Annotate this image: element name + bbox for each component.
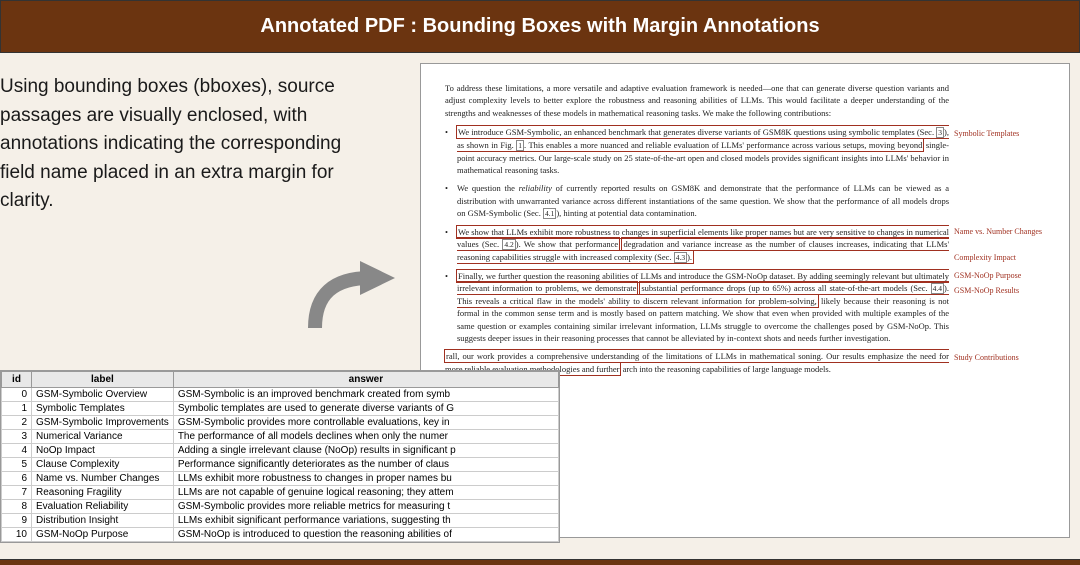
table-cell: 9 [2, 514, 32, 528]
header-title: Annotated PDF : Bounding Boxes with Marg… [260, 15, 819, 37]
data-table: id label answer 0GSM-Symbolic OverviewGS… [0, 370, 560, 543]
col-answer: answer [173, 372, 558, 388]
table-cell: Symbolic Templates [32, 402, 174, 416]
bullet-1: • Symbolic Templates We introduce GSM-Sy… [445, 126, 949, 176]
table-row: 7Reasoning FragilityLLMs are not capable… [2, 486, 559, 500]
table-cell: GSM-Symbolic Overview [32, 388, 174, 402]
table-cell: Symbolic templates are used to generate … [173, 402, 558, 416]
bullet-2: • We question the reliability of current… [445, 182, 949, 220]
margin-note-4: GSM-NoOp Purpose [954, 270, 1064, 282]
table-cell: 10 [2, 528, 32, 542]
table-cell: Reasoning Fragility [32, 486, 174, 500]
table-row: 3Numerical VarianceThe performance of al… [2, 430, 559, 444]
footer-bar [0, 559, 1080, 565]
bullet-4-text: GSM-NoOp Purpose GSM-NoOp Results Finall… [457, 270, 949, 344]
margin-note-6: Study Contributions [954, 352, 1064, 364]
table-header-row: id label answer [2, 372, 559, 388]
table-cell: 7 [2, 486, 32, 500]
description-text: Using bounding boxes (bboxes), source pa… [0, 73, 400, 216]
table-cell: GSM-Symbolic provides more reliable metr… [173, 500, 558, 514]
table-cell: GSM-Symbolic Improvements [32, 416, 174, 430]
table-cell: 4 [2, 444, 32, 458]
table-cell: Performance significantly deteriorates a… [173, 458, 558, 472]
table-cell: 6 [2, 472, 32, 486]
table-cell: GSM-Symbolic provides more controllable … [173, 416, 558, 430]
col-id: id [2, 372, 32, 388]
table-row: 9Distribution InsightLLMs exhibit signif… [2, 514, 559, 528]
table-cell: 0 [2, 388, 32, 402]
col-label: label [32, 372, 174, 388]
table-cell: 8 [2, 500, 32, 514]
table-cell: The performance of all models declines w… [173, 430, 558, 444]
table-cell: LLMs are not capable of genuine logical … [173, 486, 558, 500]
table-row: 8Evaluation ReliabilityGSM-Symbolic prov… [2, 500, 559, 514]
margin-note-1: Symbolic Templates [954, 128, 1064, 140]
table-cell: Distribution Insight [32, 514, 174, 528]
bullet-marker: • [445, 182, 457, 220]
table-cell: Clause Complexity [32, 458, 174, 472]
table-cell: 1 [2, 402, 32, 416]
bullet-2-text: We question the reliability of currently… [457, 182, 949, 220]
table-cell: Numerical Variance [32, 430, 174, 444]
table-cell: Name vs. Number Changes [32, 472, 174, 486]
table-cell: NoOp Impact [32, 444, 174, 458]
table-cell: GSM-Symbolic is an improved benchmark cr… [173, 388, 558, 402]
table-cell: Adding a single irrelevant clause (NoOp)… [173, 444, 558, 458]
table-row: 1Symbolic TemplatesSymbolic templates ar… [2, 402, 559, 416]
table-row: 10GSM-NoOp PurposeGSM-NoOp is introduced… [2, 528, 559, 542]
table-cell: Evaluation Reliability [32, 500, 174, 514]
table-row: 6Name vs. Number ChangesLLMs exhibit mor… [2, 472, 559, 486]
bbox-symbolic-templates: We introduce GSM-Symbolic, an enhanced b… [456, 125, 949, 152]
table-cell: 3 [2, 430, 32, 444]
arrow-icon [300, 253, 410, 348]
table-row: 0GSM-Symbolic OverviewGSM-Symbolic is an… [2, 388, 559, 402]
bullet-3-text: Name vs. Number Changes Complexity Impac… [457, 226, 949, 264]
margin-note-5: GSM-NoOp Results [954, 285, 1064, 297]
table-cell: GSM-NoOp Purpose [32, 528, 174, 542]
table-row: 5Clause ComplexityPerformance significan… [2, 458, 559, 472]
table-row: 2GSM-Symbolic ImprovementsGSM-Symbolic p… [2, 416, 559, 430]
margin-note-3: Complexity Impact [954, 252, 1064, 264]
bullet-3: • Name vs. Number Changes Complexity Imp… [445, 226, 949, 264]
bullet-1-text: Symbolic Templates We introduce GSM-Symb… [457, 126, 949, 176]
table-cell: 5 [2, 458, 32, 472]
table-row: 4NoOp ImpactAdding a single irrelevant c… [2, 444, 559, 458]
table-cell: 2 [2, 416, 32, 430]
margin-note-2: Name vs. Number Changes [954, 226, 1064, 238]
table-cell: LLMs exhibit significant performance var… [173, 514, 558, 528]
header-bar: Annotated PDF : Bounding Boxes with Marg… [0, 0, 1080, 53]
bullet-4: • GSM-NoOp Purpose GSM-NoOp Results Fina… [445, 270, 949, 344]
table-cell: LLMs exhibit more robustness to changes … [173, 472, 558, 486]
pdf-intro: To address these limitations, a more ver… [445, 82, 949, 119]
table-cell: GSM-NoOp is introduced to question the r… [173, 528, 558, 542]
content-area: Using bounding boxes (bboxes), source pa… [0, 53, 1080, 543]
